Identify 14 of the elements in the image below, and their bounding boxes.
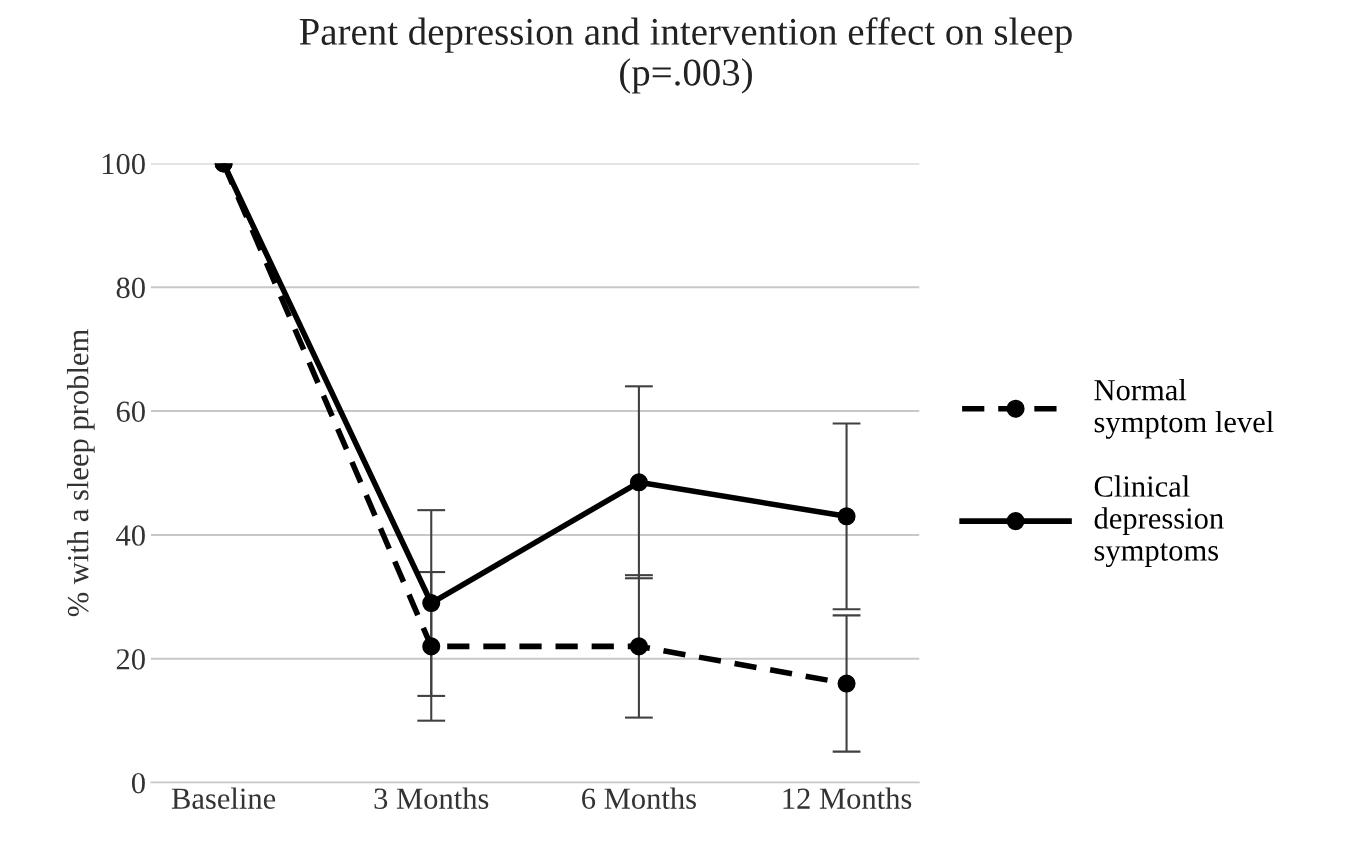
y-tick-label: 0 [131,772,145,794]
y-tick-label: 20 [116,649,145,670]
x-tick-label: 3 Months [374,787,489,809]
x-tick-label: 12 Months [783,787,912,809]
y-axis-title: % with a sleep problem [66,329,95,617]
y-tick-label: 60 [116,401,145,422]
y-tick-label: 80 [116,277,145,299]
legend-label: Clinical depression symptoms [1094,475,1224,568]
y-tick-label: 100 [102,153,145,175]
legend-label: Normal symptom level [1094,378,1274,439]
chart-title: Parent depression and intervention effect on sleep (p=.003) [299,17,1072,94]
x-tick-label: Baseline [171,787,276,809]
y-tick-label: 40 [116,525,145,546]
x-tick-label: 6 Months [582,787,696,809]
